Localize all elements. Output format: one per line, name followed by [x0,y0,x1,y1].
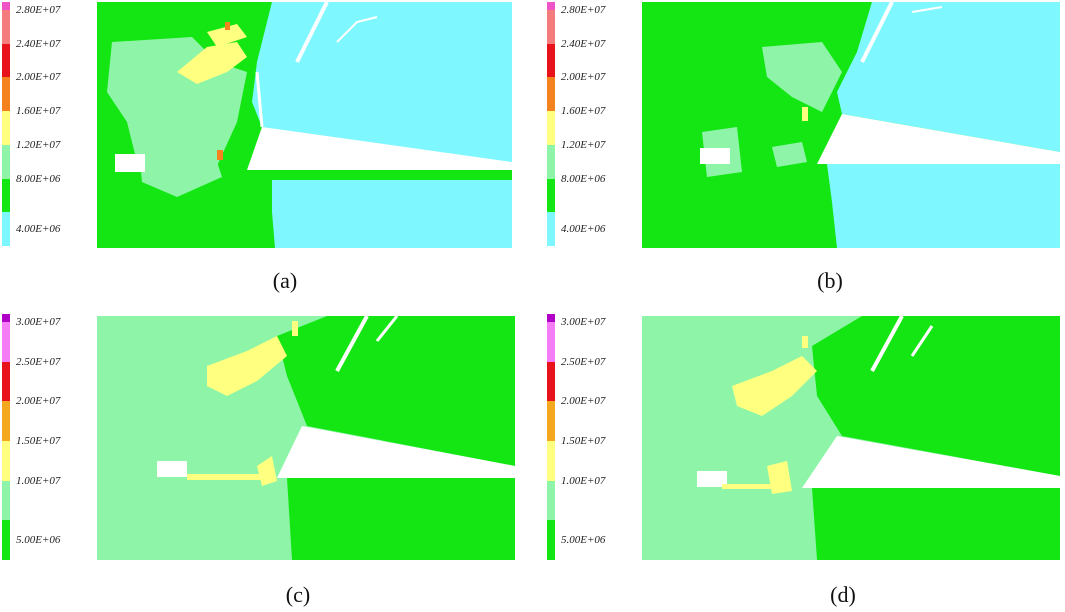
legend-label: 2.00E+07 [16,395,61,408]
legend-swatch [2,212,10,246]
legend-swatch [547,441,555,481]
panel-caption: (c) [285,582,311,607]
legend-swatch [2,178,10,213]
legend-swatch [547,322,555,362]
legend-label: 1.20E+07 [561,138,606,151]
panel-caption: (b) [817,268,843,293]
legend-label: 8.00E+06 [16,172,61,185]
legend-label: 2.40E+07 [561,37,606,50]
legend-label: 1.60E+07 [16,105,61,118]
panel-d: 3.00E+07 2.50E+07 2.00E+07 1.50E+07 1.00E+07… [545,312,1065,612]
stress-contour-map [97,316,515,560]
contour-field [97,316,515,560]
panel-a: 2.80E+07 2.40E+07 2.00E+07 1.60E+07 1.20E+07… [0,0,520,300]
legend-swatch [547,43,555,78]
color-legend: 2.80E+07 2.40E+07 2.00E+07 1.60E+07 1.20E+07… [547,2,643,246]
legend-swatch [547,401,555,441]
legend-swatch [2,401,10,441]
legend-swatch [2,111,10,145]
contour-field [97,2,512,248]
color-legend: 2.80E+07 2.40E+07 2.00E+07 1.60E+07 1.20E+07… [2,2,98,246]
legend-label: 2.00E+07 [16,71,61,84]
panel-caption: (a) [272,268,298,293]
legend-swatch [547,212,555,246]
legend-label: 2.50E+07 [561,355,606,368]
legend-swatch [2,2,10,10]
legend-label: 1.00E+07 [16,474,61,487]
legend-swatch [2,43,10,78]
legend-swatch [547,2,555,10]
legend-swatch [2,77,10,112]
stress-contour-map [642,316,1060,560]
legend-label: 1.60E+07 [561,105,606,118]
legend-swatch [547,314,555,322]
legend-swatch [547,178,555,213]
legend-label: 1.00E+07 [561,474,606,487]
legend-label: 2.80E+07 [16,4,61,16]
legend-label: 5.00E+06 [561,534,606,547]
legend-swatch [547,361,555,402]
legend-label: 1.50E+07 [16,435,61,447]
legend-label: 3.00E+07 [561,316,606,328]
panel-caption: (d) [830,582,856,607]
legend-swatch [547,111,555,145]
legend-swatch [2,520,10,560]
legend-swatch [2,314,10,322]
legend-label: 8.00E+06 [561,172,606,185]
panel-c: 3.00E+07 2.50E+07 2.00E+07 1.50E+07 1.00E+07… [0,312,520,612]
legend-swatch [2,480,10,521]
panel-b: 2.80E+07 2.40E+07 2.00E+07 1.60E+07 1.20E+07… [545,0,1065,300]
legend-swatch [547,77,555,112]
legend-swatch [547,144,555,179]
legend-label: 3.00E+07 [16,316,61,328]
contour-field [642,316,1060,560]
legend-label: 2.40E+07 [16,37,61,50]
legend-label: 4.00E+06 [16,223,61,236]
legend-swatch [2,441,10,481]
legend-label: 1.20E+07 [16,138,61,151]
legend-label: 4.00E+06 [561,223,606,236]
legend-label: 2.50E+07 [16,355,61,368]
legend-swatch [547,480,555,521]
contour-field [642,2,1060,248]
color-legend: 3.00E+07 2.50E+07 2.00E+07 1.50E+07 1.00E+07… [547,314,643,560]
legend-swatch [547,520,555,560]
legend-swatch [2,10,10,44]
legend-swatch [2,361,10,402]
legend-label: 1.50E+07 [561,435,606,447]
stress-contour-map [97,2,512,248]
color-legend: 3.00E+07 2.50E+07 2.00E+07 1.50E+07 1.00E+07… [2,314,98,560]
legend-label: 2.80E+07 [561,4,606,16]
legend-swatch [547,10,555,44]
legend-swatch [2,322,10,362]
legend-label: 2.00E+07 [561,395,606,408]
legend-swatch [2,144,10,179]
stress-contour-map [642,2,1060,248]
legend-label: 5.00E+06 [16,534,61,547]
legend-label: 2.00E+07 [561,71,606,84]
